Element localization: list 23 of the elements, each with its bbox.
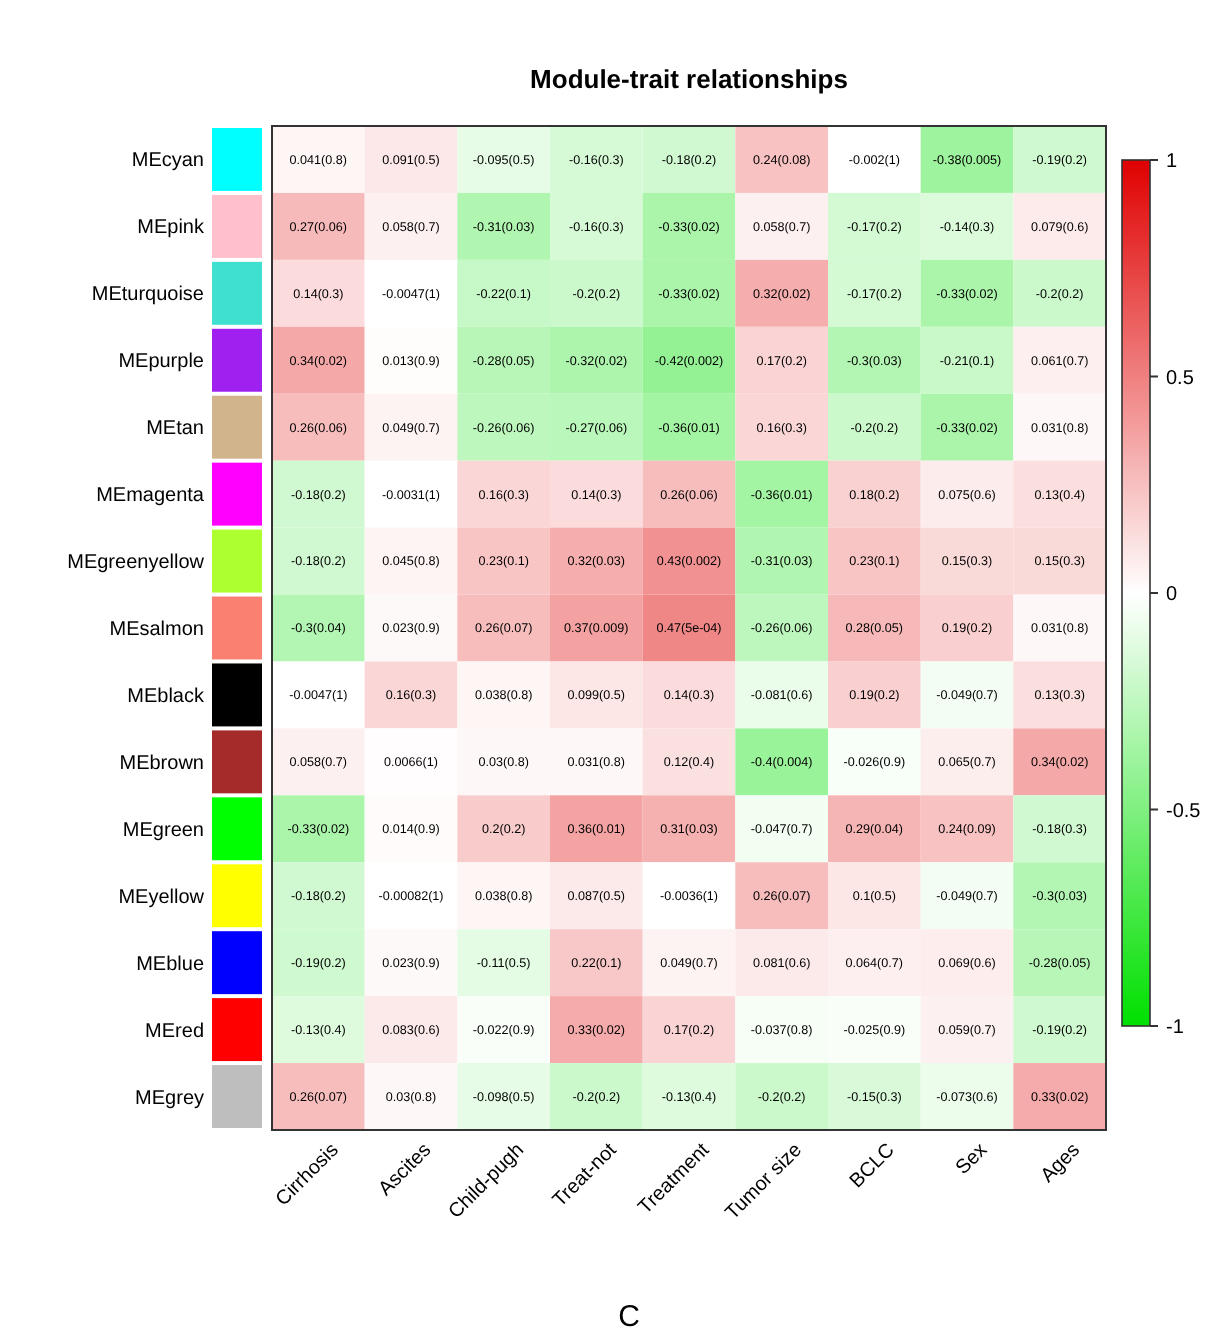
y-tick-label: MEyellow <box>118 886 206 909</box>
y-tick-label: MEgreenyellow <box>67 552 206 575</box>
color-bar-label: 0.5 <box>1166 367 1195 390</box>
y-tick-label: MEtan <box>146 418 204 441</box>
y-tick-label: MEpurple <box>118 351 205 374</box>
x-tick-label: Sex <box>952 1139 993 1180</box>
y-tick-label: MEgrey <box>135 1087 204 1110</box>
y-tick-label: MEpink <box>137 217 206 240</box>
text: C <box>618 1300 641 1334</box>
y-tick-label: MEcyan <box>131 150 204 173</box>
color-bar-label: -0.5 <box>1166 800 1202 823</box>
color-bar-label: 0 <box>1166 584 1178 606</box>
y-tick-label: MEmagenta <box>96 485 205 508</box>
y-tick-label: MEred <box>145 1020 204 1043</box>
color-bar-label: 1 <box>1166 151 1178 173</box>
y-tick-label: MEblue <box>136 953 205 976</box>
y-tick-label: MEblack <box>127 685 206 708</box>
chart-title: Module-trait relationships <box>530 64 848 94</box>
y-tick-label: MEturquoise <box>91 284 205 307</box>
y-tick-label: MEgreen <box>122 819 204 842</box>
color-bar-label: -1 <box>1166 1017 1185 1039</box>
y-tick-label: MEsalmon <box>109 619 204 641</box>
y-tick-label: MEbrown <box>119 752 204 775</box>
